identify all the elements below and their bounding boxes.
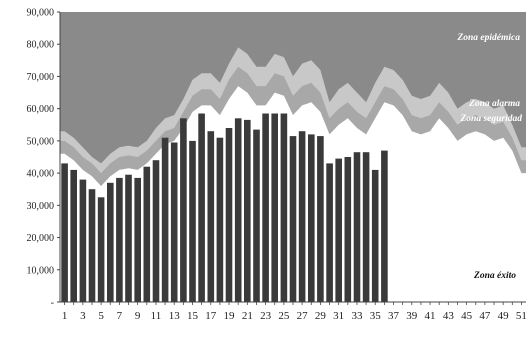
- bar-week-33: [353, 152, 361, 302]
- x-tick-label: 9: [135, 310, 141, 322]
- x-tick-label: 15: [187, 310, 199, 322]
- bar-week-15: [189, 140, 196, 302]
- x-tick-label: 29: [315, 310, 327, 322]
- bar-week-22: [253, 129, 260, 302]
- bar-week-29: [317, 136, 324, 302]
- y-tick-label: 90,000: [27, 8, 55, 19]
- bar-week-23: [262, 113, 269, 302]
- bar-week-17: [207, 131, 215, 302]
- x-tick-label: 47: [479, 310, 491, 322]
- bar-week-5: [97, 197, 105, 302]
- x-tick-label: 25: [278, 310, 290, 322]
- bar-week-19: [225, 128, 233, 302]
- zone-label-success: Zona éxito: [473, 271, 516, 281]
- x-tick-label: 17: [205, 310, 217, 322]
- x-tick-label: 21: [242, 310, 253, 322]
- bar-week-1: [61, 163, 68, 302]
- x-tick-label: 43: [443, 310, 455, 322]
- bar-week-36: [381, 150, 388, 302]
- x-tick-label: 23: [260, 310, 272, 322]
- x-tick-label: 37: [388, 310, 400, 322]
- zone-label-security: Zona seguridad: [460, 114, 523, 124]
- bar-week-7: [116, 177, 123, 302]
- bar-week-35: [371, 169, 379, 302]
- y-tick-label: 30,000: [27, 201, 55, 212]
- x-tick-label: 19: [224, 310, 236, 322]
- bar-week-25: [280, 113, 288, 302]
- bar-week-14: [180, 118, 187, 302]
- bar-week-11: [152, 160, 160, 302]
- zone-label-epidemic: Zona epidémica: [456, 33, 520, 43]
- bar-week-9: [134, 177, 141, 302]
- bar-week-3: [79, 179, 87, 302]
- bar-week-13: [170, 142, 178, 302]
- x-tick-label: 39: [406, 310, 418, 322]
- y-tick-label: 60,000: [27, 104, 55, 115]
- x-tick-label: 41: [425, 310, 436, 322]
- x-tick-label: 27: [297, 310, 309, 322]
- x-tick-label: 7: [117, 310, 123, 322]
- bar-week-10: [143, 166, 151, 302]
- bar-week-32: [344, 157, 352, 302]
- bar-week-18: [216, 137, 224, 302]
- y-tick-label: -: [51, 298, 54, 309]
- x-tick-label: 33: [351, 310, 363, 322]
- bar-week-30: [326, 163, 333, 302]
- x-tick-label: 35: [370, 310, 382, 322]
- x-tick-label: 13: [169, 310, 181, 322]
- bar-week-24: [271, 113, 278, 302]
- x-tick-label: 11: [151, 310, 162, 322]
- bar-week-21: [244, 119, 251, 303]
- bar-week-6: [107, 182, 114, 302]
- bar-week-27: [298, 131, 306, 302]
- bar-week-34: [362, 152, 370, 302]
- x-tick-label: 5: [98, 310, 104, 322]
- zone-label-alarm: Zona alarma: [468, 99, 520, 109]
- bar-week-16: [198, 113, 205, 302]
- y-tick-label: 80,000: [27, 40, 55, 51]
- y-tick-label: 50,000: [27, 136, 55, 147]
- x-tick-label: 49: [498, 310, 510, 322]
- x-tick-label: 51: [516, 310, 527, 322]
- x-tick-label: 45: [461, 310, 473, 322]
- bar-week-12: [161, 137, 169, 302]
- x-tick-label: 3: [80, 310, 86, 322]
- bar-week-8: [125, 174, 132, 302]
- y-tick-label: 10,000: [27, 265, 55, 276]
- y-tick-label: 40,000: [27, 169, 55, 180]
- bar-week-2: [70, 169, 77, 302]
- x-tick-label: 1: [62, 310, 68, 322]
- bar-week-28: [308, 134, 315, 302]
- x-tick-label: 31: [333, 310, 344, 322]
- bar-week-31: [335, 158, 342, 302]
- y-tick-label: 20,000: [27, 233, 55, 244]
- bar-week-20: [234, 118, 242, 302]
- y-tick-label: 70,000: [27, 72, 55, 83]
- bar-week-4: [88, 189, 96, 302]
- bar-week-26: [289, 136, 297, 302]
